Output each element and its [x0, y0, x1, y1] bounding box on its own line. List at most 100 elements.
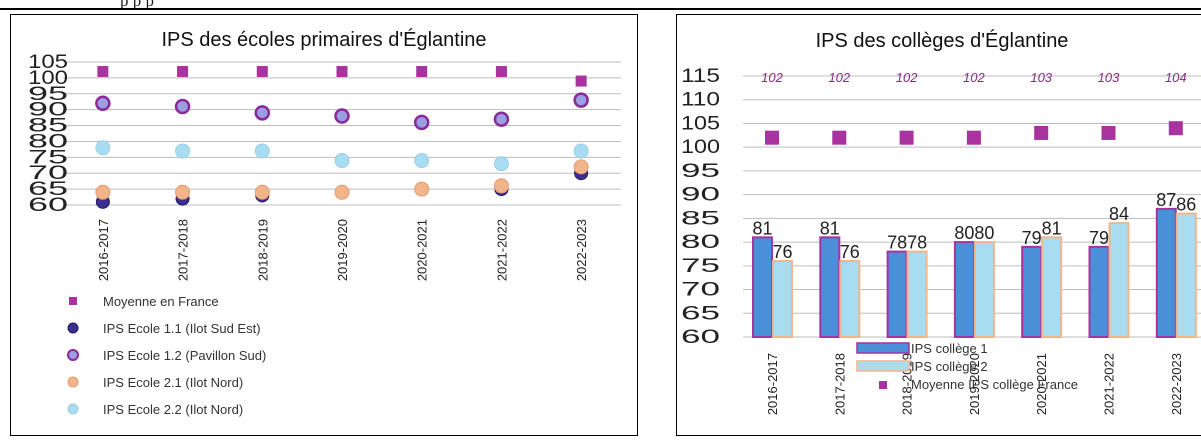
page-rule: [0, 8, 1201, 10]
series-2-point: [573, 92, 589, 108]
x-tick-label: 2018-2019: [255, 219, 270, 281]
moyenne-point: [416, 66, 428, 78]
series-4-point: [573, 143, 589, 159]
x-tick-label: 2020-2021: [1034, 353, 1049, 415]
moyenne-point: [1101, 125, 1116, 140]
bar-college-2: [839, 260, 861, 338]
data-label-college-1: 80: [954, 223, 974, 243]
moyenne-point: [575, 75, 587, 87]
y-tick-label: 95: [681, 161, 720, 182]
series-2-point: [174, 98, 191, 115]
data-label-moyenne: 102: [828, 70, 850, 85]
x-tick-label: 2019-2020: [335, 219, 350, 281]
data-label-moyenne: 102: [761, 70, 783, 85]
x-tick-label: 2017-2018: [176, 219, 191, 281]
chart-title: IPS des collèges d'Églantine: [816, 29, 1069, 52]
bar-college-2: [906, 250, 928, 338]
data-label-college-2: 80: [974, 223, 994, 243]
series-3-point: [414, 181, 430, 197]
legend-marker: [67, 376, 79, 388]
moyenne-point: [899, 130, 914, 145]
chart-ecoles: IPS des écoles primaires d'Églantine 6065…: [28, 28, 621, 417]
bar-college-1: [953, 241, 975, 338]
y-tick-label: 100: [28, 68, 68, 89]
legend-label: IPS collège 2: [911, 359, 988, 374]
series-3-point: [254, 184, 270, 200]
y-tick-label: 105: [28, 52, 68, 73]
bar-college-2: [1041, 236, 1063, 339]
data-label-college-2: 86: [1176, 195, 1196, 215]
page-top-fragment: p p p: [120, 0, 154, 10]
data-label-college-2: 78: [907, 233, 927, 253]
x-tick-label: 2021-2022: [494, 219, 509, 281]
bar-college-1: [1088, 245, 1110, 338]
data-label-moyenne: 103: [1098, 70, 1120, 85]
y-tick-label: 60: [681, 327, 720, 348]
legend-marker: [67, 403, 79, 415]
series-2-point: [334, 108, 350, 124]
x-tick-label: 2016-2017: [765, 353, 780, 415]
legend-marker: [69, 297, 77, 305]
series-3-point: [334, 184, 350, 200]
series-4-point: [175, 143, 191, 159]
data-label-college-1: 79: [1022, 228, 1042, 248]
x-tick-label: 2016-2017: [96, 219, 111, 281]
series-2-point: [95, 95, 111, 112]
y-tick-label: 90: [28, 100, 68, 121]
y-tick-label: 70: [681, 280, 720, 301]
moyenne-point: [495, 66, 507, 78]
moyenne-point: [336, 66, 348, 78]
legend-marker: [67, 322, 79, 334]
moyenne-point: [832, 130, 847, 145]
data-label-college-2: 84: [1109, 204, 1129, 224]
y-tick-label: 100: [681, 137, 720, 158]
moyenne-point: [177, 66, 189, 78]
x-tick-label: 2022-2023: [1169, 353, 1184, 415]
data-label-college-1: 81: [752, 218, 772, 238]
legend-marker: [879, 381, 887, 389]
legend-marker: [67, 349, 79, 361]
y-tick-label: 95: [28, 84, 68, 105]
x-tick-label: 2022-2023: [574, 219, 589, 281]
x-tick-label: 2020-2021: [415, 219, 430, 281]
x-tick-label: 2019-2020: [967, 353, 982, 415]
data-label-moyenne: 103: [1030, 70, 1052, 85]
bar-college-2: [1175, 212, 1197, 338]
series-4-point: [493, 156, 509, 172]
y-tick-label: 70: [28, 163, 68, 184]
moyenne-point: [1034, 125, 1049, 140]
legend-label: IPS Ecole 2.1 (Ilot Nord): [103, 375, 243, 390]
series-4-point: [334, 153, 350, 169]
series-2-point: [254, 105, 271, 121]
bar-college-1: [752, 236, 773, 339]
y-tick-label: 90: [681, 185, 720, 206]
y-tick-label: 115: [681, 66, 720, 87]
bar-college-1: [1155, 207, 1177, 338]
y-tick-label: 110: [681, 90, 720, 111]
x-tick-label: 2017-2018: [832, 353, 847, 415]
y-tick-label: 105: [681, 113, 720, 134]
y-tick-label: 65: [681, 303, 720, 324]
chart-ecoles-panel: IPS des écoles primaires d'Églantine 60 65…: [10, 14, 638, 436]
legend-label: IPS Ecole 2.2 (Ilot Nord): [103, 402, 243, 417]
x-tick-label: 2021-2022: [1102, 353, 1117, 415]
y-tick-label: 75: [28, 147, 68, 168]
moyenne-point: [1168, 121, 1183, 136]
moyenne-point: [966, 130, 981, 145]
data-label-college-1: 81: [820, 218, 840, 238]
data-label-college-2: 76: [840, 242, 860, 262]
series-3-point: [493, 178, 509, 194]
moyenne-point: [256, 66, 268, 78]
y-tick-label: 80: [681, 232, 720, 253]
data-label-moyenne: 102: [963, 70, 985, 85]
y-tick-label: 85: [28, 116, 68, 137]
bar-college-1: [819, 236, 841, 339]
bar-college-1: [886, 250, 908, 338]
series-4-point: [95, 140, 111, 156]
data-label-college-2: 81: [1042, 218, 1062, 238]
moyenne-point: [765, 130, 779, 145]
legend-label: IPS Ecole 1.2 (Pavillon Sud): [103, 348, 266, 363]
bar-college-2: [973, 241, 995, 338]
y-tick-label: 60: [28, 195, 68, 216]
